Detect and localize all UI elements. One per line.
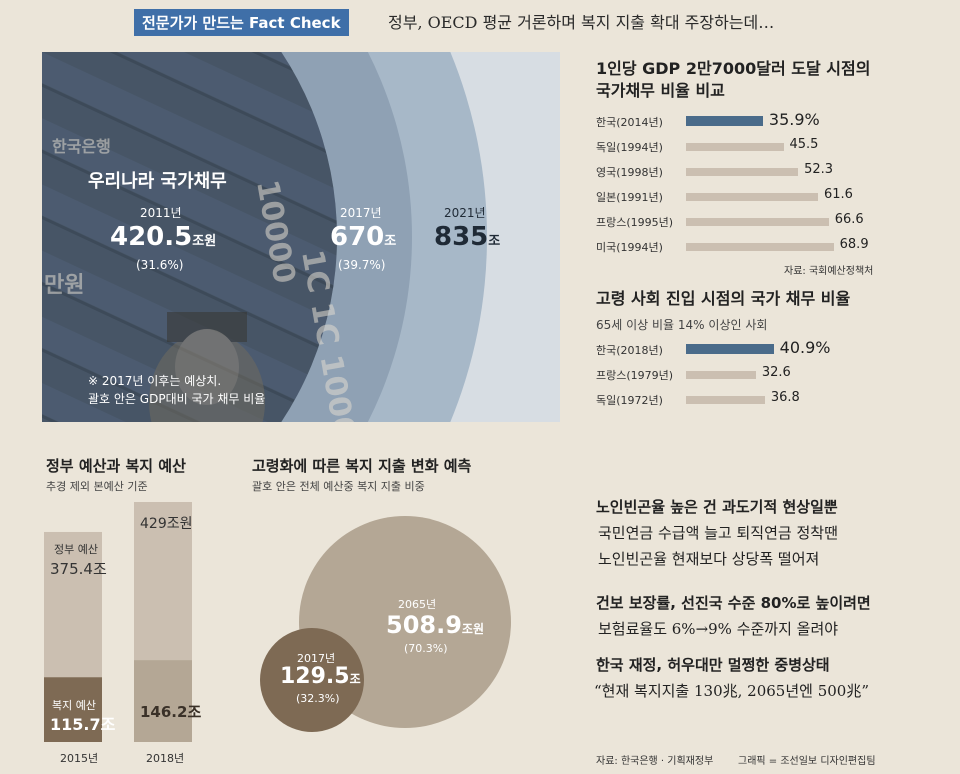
- debt-2017-value: 670: [330, 222, 385, 252]
- bubble-2017-ratio: (32.3%): [296, 692, 340, 705]
- budget-title: 정부 예산과 복지 예산: [46, 457, 186, 475]
- debt-2021-value: 835: [434, 222, 489, 252]
- debt-2017-unit: 조: [384, 234, 397, 249]
- welfare-budget-2018: 146.2조: [140, 703, 202, 721]
- footer-source: 자료: 한국은행 · 기획재정부: [596, 756, 714, 767]
- year-2015: 2015년: [60, 752, 99, 765]
- bar: [686, 344, 774, 354]
- welfare-subtitle: 괄호 안은 전체 예산중 복지 지출 비중: [252, 480, 425, 493]
- debt-2011-ratio: (31.6%): [136, 258, 184, 272]
- bar: [686, 193, 818, 201]
- bar: [686, 168, 799, 176]
- bar-label: 프랑스(1979년): [596, 369, 674, 382]
- bar: [686, 218, 829, 226]
- debt-2017-year: 2017년: [340, 206, 382, 220]
- debt-note-1: ※ 2017년 이후는 예상치.: [88, 374, 222, 388]
- footer-credit: 그래픽 = 조선일보 디자인편집팀: [738, 756, 876, 767]
- bubble-2065-unit: 조원: [461, 622, 485, 636]
- bubble-2017-year: 2017년: [297, 652, 336, 665]
- bar-value: 52.3: [804, 162, 834, 177]
- welfare-title: 고령화에 따른 복지 지출 변화 예측: [252, 457, 472, 475]
- compare1-title-1: 1인당 GDP 2만7000달러 도달 시점의: [596, 59, 871, 78]
- gov-budget-2018: 429조원: [140, 516, 193, 532]
- compare2-chart: 한국(2018년) 40.9% 프랑스(1979년) 32.6 독일(1972년) 36.…: [596, 338, 896, 415]
- text-para-1a: 국민연금 수급액 늘고 퇴직연금 정착땐: [598, 524, 838, 542]
- bubble-2065-year: 2065년: [398, 598, 437, 611]
- bar-value: 35.9%: [768, 110, 820, 129]
- bar: [686, 396, 765, 404]
- debt-2011-unit: 조원: [192, 234, 217, 249]
- welfare-budget-bar: [134, 660, 192, 742]
- compare2-title: 고령 사회 진입 시점의 국가 채무 비율: [596, 289, 851, 308]
- debt-2017-ratio: (39.7%): [338, 258, 386, 272]
- bar-label: 영국(1998년): [596, 166, 663, 179]
- debt-title: 우리나라 국가채무: [88, 171, 227, 192]
- bar-label: 한국(2014년): [596, 116, 663, 129]
- compare2-subtitle: 65세 이상 비율 14% 이상인 사회: [596, 318, 768, 332]
- bar: [686, 371, 756, 379]
- budget-chart: [44, 502, 192, 742]
- text-para-3: “현재 복지지출 130兆, 2065년엔 500兆”: [594, 682, 870, 700]
- bar-value: 66.6: [834, 212, 864, 227]
- bar-label: 독일(1972년): [596, 394, 663, 407]
- bar-label: 일본(1991년): [596, 191, 663, 204]
- bar: [686, 143, 784, 151]
- debt-arcs: 10000 1C 1C 10000 한국은행 만원: [42, 52, 487, 422]
- debt-note-2: 괄호 안은 GDP대비 국가 채무 비율: [88, 392, 266, 406]
- compare1-title-2: 국가채무 비율 비교: [596, 81, 725, 100]
- bubble-2017: [260, 628, 364, 732]
- bar-value: 32.6: [761, 365, 791, 380]
- bar-value: 40.9%: [779, 338, 831, 357]
- budget-subtitle: 추경 제외 본예산 기준: [46, 480, 148, 493]
- gov-budget-label: 정부 예산: [54, 543, 98, 556]
- welfare-budget-bar: [44, 677, 102, 742]
- bar: [686, 243, 834, 251]
- text-para-1b: 노인빈곤율 현재보다 상당폭 떨어져: [598, 550, 820, 568]
- bar-label: 독일(1994년): [596, 141, 663, 154]
- bar-value: 68.9: [839, 237, 869, 252]
- text-heading-3: 한국 재정, 허우대만 멀쩡한 중병상태: [596, 656, 830, 674]
- text-para-2: 보험료율도 6%→9% 수준까지 올려야: [598, 620, 839, 638]
- compare1-source: 자료: 국회예산정책처: [784, 266, 874, 277]
- bar-value: 45.5: [789, 137, 819, 152]
- debt-2011-value: 420.5: [110, 222, 193, 252]
- welfare-bubbles: [260, 516, 511, 732]
- text-heading-2: 건보 보장률, 선진국 수준 80%로 높이려면: [596, 594, 871, 612]
- bar-label: 프랑스(1995년): [596, 216, 674, 229]
- svg-text:한국은행: 한국은행: [52, 137, 111, 156]
- bar-value: 36.8: [770, 390, 800, 405]
- bar: [686, 116, 763, 126]
- welfare-budget-label: 복지 예산: [52, 699, 96, 712]
- debt-2021-year: 2021년: [444, 206, 486, 220]
- fact-check-badge: 전문가가 만드는 Fact Check: [134, 9, 349, 36]
- bubble-2017-unit: 조: [349, 672, 361, 686]
- debt-2021-unit: 조: [488, 234, 501, 249]
- king-portrait: [149, 312, 265, 422]
- debt-2011-disc: [42, 52, 337, 422]
- bar-value: 61.6: [824, 187, 853, 202]
- year-2018: 2018년: [146, 752, 185, 765]
- text-heading-1: 노인빈곤율 높은 건 과도기적 현상일뿐: [596, 498, 838, 516]
- debt-2011-year: 2011년: [140, 206, 182, 220]
- bar-label: 미국(1994년): [596, 241, 663, 254]
- welfare-budget-2015: 115.7조: [50, 715, 116, 734]
- bubble-2065-value: 508.9: [386, 611, 462, 639]
- bubble-2065-ratio: (70.3%): [404, 642, 448, 655]
- bar-label: 한국(2018년): [596, 344, 663, 357]
- compare1-chart: 한국(2014년) 35.9% 독일(1994년) 45.5 영국(1998년) 52.3…: [596, 110, 896, 262]
- gov-budget-2015: 375.4조: [50, 560, 107, 578]
- bubble-2017-value: 129.5: [280, 664, 350, 689]
- headline: 정부, OECD 평균 거론하며 복지 지출 확대 주장하는데…: [388, 13, 775, 32]
- debt-panel: 10000 1C 1C 10000 한국은행 만원 우리나라 국가채무 2011…: [42, 52, 560, 422]
- svg-text:만원: 만원: [44, 273, 84, 298]
